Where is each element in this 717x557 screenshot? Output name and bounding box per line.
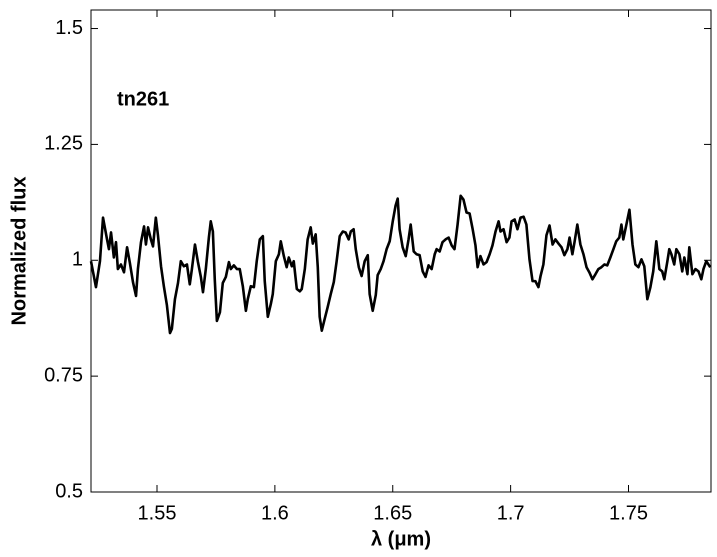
x-axis-label: λ (μm) [371,528,431,550]
y-tick-label: 1.25 [44,133,83,155]
x-tick-label: 1.55 [138,502,177,524]
y-tick-label: 1.5 [55,17,83,39]
y-tick-label: 0.5 [55,480,83,502]
x-tick-label: 1.65 [373,502,412,524]
x-tick-label: 1.6 [261,502,289,524]
y-tick-label: 0.75 [44,364,83,386]
x-tick-label: 1.7 [497,502,525,524]
y-axis-label: Normalized flux [8,177,30,326]
annotation: tn261 [117,88,169,110]
y-tick-label: 1 [72,249,83,271]
spectrum-line [89,194,712,335]
x-tick-label: 1.75 [609,502,648,524]
plot-frame [90,9,712,493]
